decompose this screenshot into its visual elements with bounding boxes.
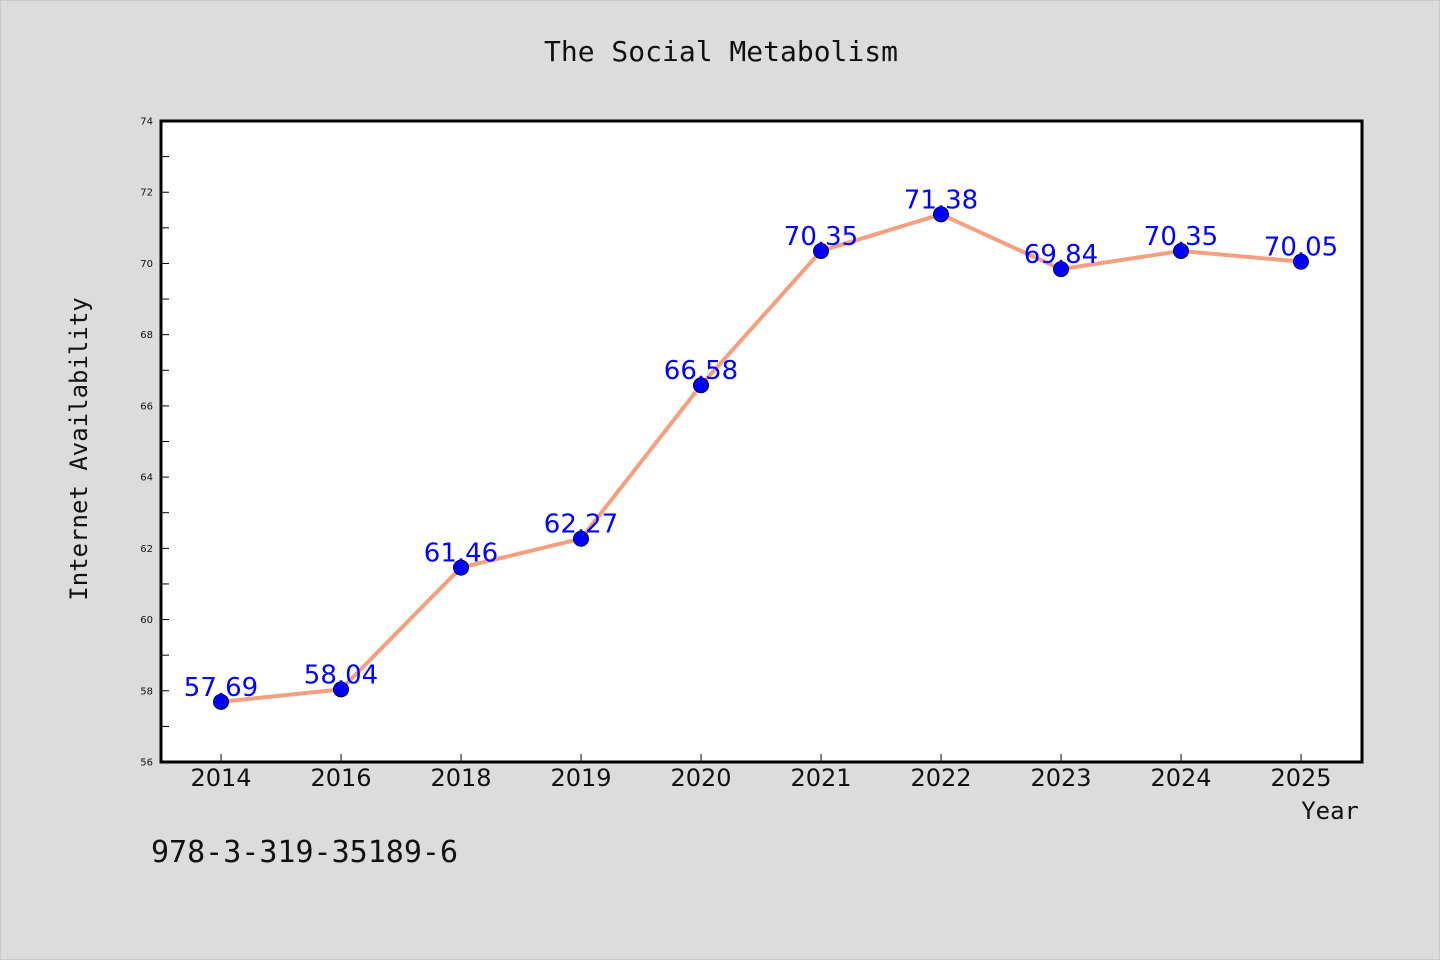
y-tick-label: 56 (140, 758, 153, 769)
x-tick-label: 2024 (1150, 764, 1211, 792)
x-tick-label: 2022 (910, 764, 971, 792)
data-point-marker (1293, 253, 1309, 270)
data-point-marker (1173, 242, 1189, 259)
y-axis-ticks: 56 58 60 62 64 66 68 70 72 74 (140, 117, 169, 769)
data-point-marker (213, 693, 229, 710)
y-tick-label: 62 (140, 544, 153, 555)
y-tick-label: 72 (140, 188, 153, 199)
data-point-label: 70.35 (1144, 222, 1218, 252)
data-point-label: 66.58 (664, 356, 738, 386)
x-tick-label: 2019 (550, 764, 611, 792)
data-point-label: 70.05 (1264, 233, 1338, 263)
y-tick-label: 74 (140, 117, 153, 128)
data-point-marker (1053, 261, 1069, 278)
data-point-marker (333, 681, 349, 698)
x-tick-label: 2014 (190, 764, 251, 792)
x-axis-ticks: 2014 2016 2018 2019 2020 2021 2022 2023 2024 2025 (190, 754, 1332, 792)
data-point-label: 61.46 (424, 539, 498, 569)
y-tick-label: 70 (140, 259, 153, 270)
data-point-label: 62.27 (544, 510, 618, 540)
data-point-marker (453, 559, 469, 576)
data-markers (213, 206, 1309, 710)
x-tick-label: 2016 (310, 764, 371, 792)
x-tick-label: 2021 (790, 764, 851, 792)
x-tick-label: 2025 (1270, 764, 1331, 792)
y-tick-label: 64 (140, 473, 153, 484)
data-point-marker (933, 206, 949, 223)
y-tick-label: 66 (140, 401, 153, 412)
series-line (220, 212, 1302, 704)
x-tick-label: 2023 (1030, 764, 1091, 792)
x-axis-label: Year (1301, 797, 1359, 825)
data-point-marker (693, 377, 709, 394)
data-point-label: 70.35 (784, 222, 858, 252)
data-point-label: 57.69 (184, 673, 258, 703)
y-tick-label: 60 (140, 615, 153, 626)
data-point-label: 69.84 (1024, 240, 1098, 270)
x-tick-label: 2020 (670, 764, 731, 792)
data-labels: 57.69 58.04 61.46 62.27 66.58 70.35 71.38 69.84… (184, 185, 1338, 703)
data-point-marker (573, 530, 589, 547)
x-tick-label: 2018 (430, 764, 491, 792)
data-point-marker (813, 242, 829, 259)
y-tick-label: 58 (140, 686, 153, 697)
data-point-label: 58.04 (304, 660, 378, 690)
chart-title: The Social Metabolism (543, 35, 898, 68)
data-point-label: 71.38 (904, 185, 978, 215)
plot-area (159, 119, 1364, 764)
y-tick-label: 68 (140, 330, 153, 341)
footnote-isbn: 978-3-319-35189-6 (151, 835, 459, 870)
